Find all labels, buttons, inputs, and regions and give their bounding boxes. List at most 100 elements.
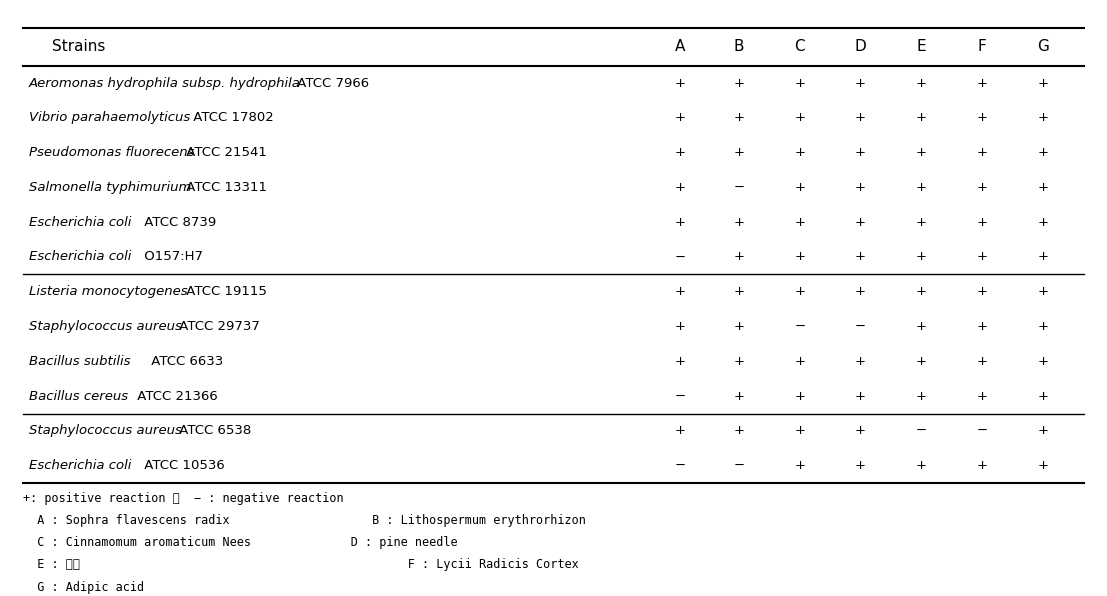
Text: ATCC 21366: ATCC 21366	[133, 390, 218, 403]
Text: +: +	[976, 355, 987, 368]
Text: ATCC 6538: ATCC 6538	[175, 424, 251, 437]
Text: E : 박잎                                              F : Lycii Radicis Cortex: E : 박잎 F : Lycii Radicis Cortex	[23, 558, 579, 572]
Text: +: +	[734, 424, 745, 437]
Text: −: −	[734, 181, 745, 194]
Text: +: +	[855, 76, 866, 89]
Text: ATCC 10536: ATCC 10536	[141, 459, 225, 472]
Text: +: +	[734, 320, 745, 333]
Text: +: +	[976, 76, 987, 89]
Text: −: −	[915, 424, 927, 437]
Text: Staphylococcus aureus: Staphylococcus aureus	[29, 320, 182, 333]
Text: +: +	[915, 181, 927, 194]
Text: G : Adipic acid: G : Adipic acid	[23, 581, 145, 594]
Text: Bacillus subtilis: Bacillus subtilis	[29, 355, 131, 368]
Text: +: +	[675, 111, 686, 125]
Text: +: +	[915, 459, 927, 472]
Text: +: +	[675, 320, 686, 333]
Text: +: +	[855, 216, 866, 229]
Text: +: +	[794, 390, 805, 403]
Text: +: positive reaction ；  − : negative reaction: +: positive reaction ； − : negative reac…	[23, 492, 344, 505]
Text: Escherichia coli: Escherichia coli	[29, 459, 132, 472]
Text: +: +	[976, 285, 987, 298]
Text: +: +	[734, 76, 745, 89]
Text: +: +	[794, 76, 805, 89]
Text: +: +	[1037, 390, 1048, 403]
Text: +: +	[976, 459, 987, 472]
Text: +: +	[1037, 320, 1048, 333]
Text: +: +	[1037, 285, 1048, 298]
Text: +: +	[675, 424, 686, 437]
Text: +: +	[675, 285, 686, 298]
Text: +: +	[855, 459, 866, 472]
Text: Strains: Strains	[52, 39, 105, 54]
Text: +: +	[1037, 355, 1048, 368]
Text: D: D	[855, 39, 867, 54]
Text: +: +	[734, 146, 745, 159]
Text: +: +	[915, 285, 927, 298]
Text: Escherichia coli: Escherichia coli	[29, 250, 132, 263]
Text: +: +	[976, 146, 987, 159]
Text: ATCC 13311: ATCC 13311	[182, 181, 267, 194]
Text: +: +	[794, 285, 805, 298]
Text: Bacillus cereus: Bacillus cereus	[29, 390, 128, 403]
Text: +: +	[915, 355, 927, 368]
Text: +: +	[734, 355, 745, 368]
Text: +: +	[794, 424, 805, 437]
Text: −: −	[675, 250, 686, 263]
Text: +: +	[915, 250, 927, 263]
Text: ATCC 17802: ATCC 17802	[189, 111, 273, 125]
Text: +: +	[675, 216, 686, 229]
Text: +: +	[1037, 424, 1048, 437]
Text: +: +	[976, 216, 987, 229]
Text: +: +	[1037, 76, 1048, 89]
Text: +: +	[734, 250, 745, 263]
Text: ATCC 8739: ATCC 8739	[141, 216, 217, 229]
Text: −: −	[675, 390, 686, 403]
Text: +: +	[855, 390, 866, 403]
Text: −: −	[855, 320, 866, 333]
Text: +: +	[794, 111, 805, 125]
Text: +: +	[976, 320, 987, 333]
Text: +: +	[675, 76, 686, 89]
Text: G: G	[1037, 39, 1048, 54]
Text: +: +	[976, 181, 987, 194]
Text: E: E	[917, 39, 927, 54]
Text: +: +	[855, 146, 866, 159]
Text: +: +	[1037, 459, 1048, 472]
Text: +: +	[915, 111, 927, 125]
Text: ATCC 7966: ATCC 7966	[293, 76, 370, 89]
Text: +: +	[794, 250, 805, 263]
Text: Pseudomonas fluorecens: Pseudomonas fluorecens	[29, 146, 195, 159]
Text: +: +	[976, 250, 987, 263]
Text: +: +	[915, 216, 927, 229]
Text: +: +	[794, 216, 805, 229]
Text: +: +	[794, 355, 805, 368]
Text: C: C	[795, 39, 805, 54]
Text: A: A	[675, 39, 685, 54]
Text: +: +	[915, 390, 927, 403]
Text: +: +	[915, 76, 927, 89]
Text: Vibrio parahaemolyticus: Vibrio parahaemolyticus	[29, 111, 190, 125]
Text: O157:H7: O157:H7	[141, 250, 204, 263]
Text: Salmonella typhimurium: Salmonella typhimurium	[29, 181, 192, 194]
Text: +: +	[855, 250, 866, 263]
Text: ATCC 6633: ATCC 6633	[147, 355, 224, 368]
Text: +: +	[675, 146, 686, 159]
Text: +: +	[734, 216, 745, 229]
Text: +: +	[855, 424, 866, 437]
Text: +: +	[734, 285, 745, 298]
Text: +: +	[734, 390, 745, 403]
Text: +: +	[794, 181, 805, 194]
Text: −: −	[976, 424, 987, 437]
Text: +: +	[1037, 111, 1048, 125]
Text: Aeromonas hydrophila subsp. hydrophila: Aeromonas hydrophila subsp. hydrophila	[29, 76, 301, 89]
Text: ATCC 21541: ATCC 21541	[182, 146, 267, 159]
Text: +: +	[855, 285, 866, 298]
Text: Escherichia coli: Escherichia coli	[29, 216, 132, 229]
Text: ATCC 19115: ATCC 19115	[182, 285, 267, 298]
Text: Staphylococcus aureus: Staphylococcus aureus	[29, 424, 182, 437]
Text: ATCC 29737: ATCC 29737	[175, 320, 260, 333]
Text: Listeria monocytogenes: Listeria monocytogenes	[29, 285, 187, 298]
Text: +: +	[855, 355, 866, 368]
Text: −: −	[794, 320, 805, 333]
